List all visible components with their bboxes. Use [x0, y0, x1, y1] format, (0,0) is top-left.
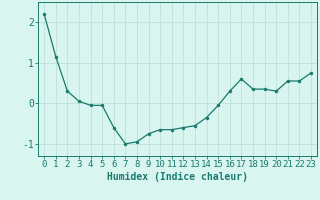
X-axis label: Humidex (Indice chaleur): Humidex (Indice chaleur) — [107, 172, 248, 182]
